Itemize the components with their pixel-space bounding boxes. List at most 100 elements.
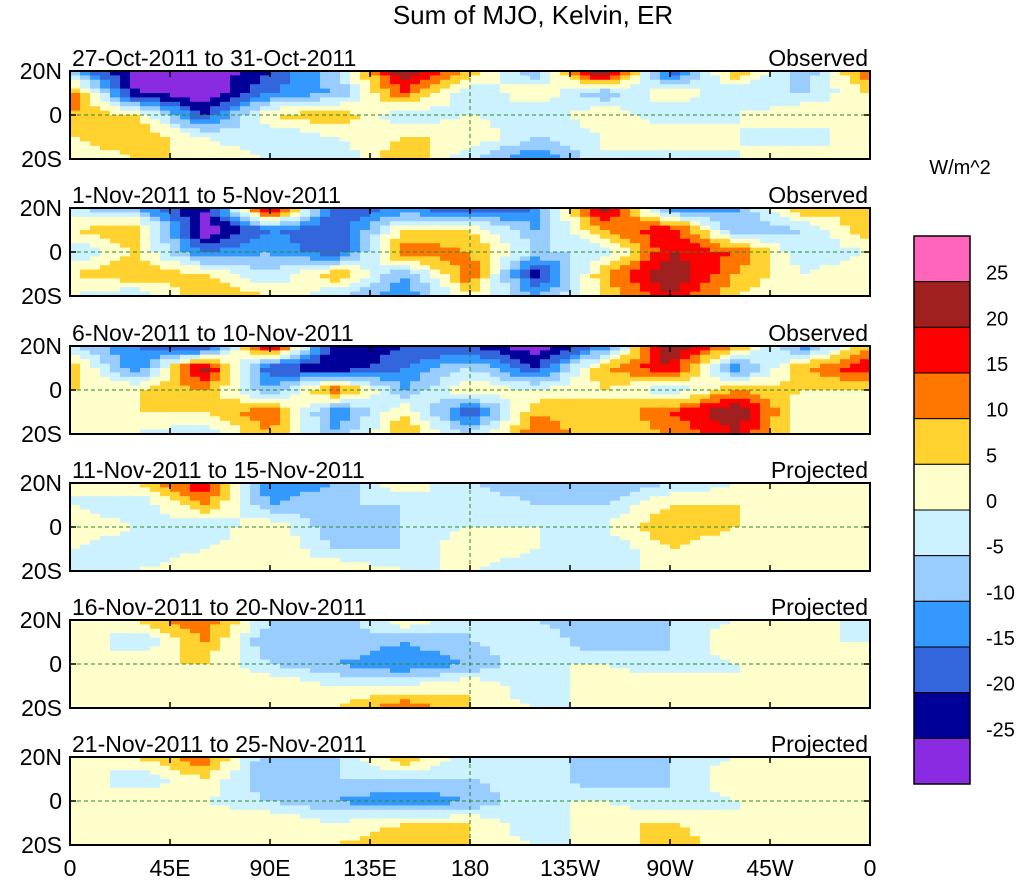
heatmap-cell — [430, 359, 441, 365]
heatmap-cell — [610, 75, 621, 81]
heatmap-cell — [470, 71, 481, 76]
heatmap-cell — [190, 287, 201, 293]
heatmap-cell — [370, 425, 381, 431]
heatmap-cell — [520, 363, 531, 369]
heatmap-cell — [120, 84, 131, 90]
heatmap-cell — [190, 252, 201, 257]
heatmap-cell — [480, 425, 491, 431]
heatmap-cell — [240, 350, 251, 356]
heatmap-cell — [630, 291, 641, 296]
heatmap-cell — [140, 287, 151, 293]
heatmap-cell — [170, 84, 181, 90]
heatmap-cell — [560, 252, 571, 257]
heatmap-cell — [200, 221, 211, 227]
heatmap-cell — [70, 79, 81, 85]
heatmap-cell — [80, 390, 91, 395]
heatmap-cell — [300, 79, 311, 85]
heatmap-cell — [610, 212, 621, 218]
heatmap-cell — [550, 363, 561, 369]
heatmap-cell — [520, 269, 531, 275]
heatmap-cell — [580, 230, 591, 235]
heatmap-cell — [180, 385, 191, 391]
heatmap-cell — [600, 394, 611, 400]
heatmap-cell — [820, 483, 831, 488]
heatmap-cell — [180, 368, 191, 373]
heatmap-cell — [520, 354, 531, 360]
heatmap-cell — [650, 403, 661, 409]
heatmap-cell — [660, 128, 671, 134]
heatmap-cell — [160, 252, 171, 257]
heatmap-cell — [520, 243, 531, 249]
heatmap-cell — [760, 128, 771, 134]
heatmap-cell — [490, 429, 501, 434]
heatmap-cell — [360, 221, 371, 227]
heatmap-cell — [640, 238, 651, 244]
heatmap-cell — [330, 390, 341, 395]
heatmap-cell — [150, 420, 161, 426]
heatmap-cell — [320, 230, 331, 235]
heatmap-cell — [560, 145, 571, 151]
heatmap-cell — [760, 243, 771, 249]
heatmap-cell — [630, 128, 641, 134]
heatmap-cell — [320, 132, 331, 138]
heatmap-cell — [570, 128, 581, 134]
heatmap-cell — [440, 84, 451, 90]
heatmap-cell — [780, 145, 791, 151]
heatmap-cell — [500, 407, 511, 413]
heatmap-cell — [360, 260, 371, 266]
heatmap-cell — [780, 150, 791, 156]
heatmap-cell — [200, 238, 211, 244]
heatmap-cell — [820, 238, 831, 244]
heatmap-cell — [680, 385, 691, 391]
heatmap-cell — [140, 483, 151, 488]
heatmap-cell — [790, 269, 801, 275]
heatmap-cell — [320, 282, 331, 288]
heatmap-cell — [750, 119, 761, 125]
heatmap-cell — [760, 123, 771, 129]
heatmap-cell — [700, 420, 711, 426]
heatmap-cell — [560, 75, 571, 81]
heatmap-cell — [490, 225, 501, 231]
heatmap-cell — [810, 359, 821, 365]
heatmap-cell — [780, 407, 791, 413]
heatmap-cell — [370, 106, 381, 112]
heatmap-cell — [220, 398, 231, 404]
heatmap-cell — [740, 71, 751, 76]
heatmap-cell — [760, 132, 771, 138]
heatmap-cell — [840, 278, 851, 284]
heatmap-cell — [340, 256, 351, 262]
heatmap-cell — [610, 119, 621, 125]
heatmap-cell — [630, 225, 641, 231]
heatmap-cell — [750, 359, 761, 365]
heatmap-cell — [190, 282, 201, 288]
heatmap-cell — [610, 412, 621, 417]
heatmap-cell — [210, 97, 221, 103]
heatmap-cell — [820, 150, 831, 156]
heatmap-cell — [840, 425, 851, 431]
heatmap-cell — [500, 346, 511, 351]
heatmap-cell — [730, 368, 741, 373]
heatmap-cell — [490, 376, 501, 382]
heatmap-cell — [170, 282, 181, 288]
heatmap-cell — [390, 368, 401, 373]
heatmap-cell — [470, 119, 481, 125]
heatmap-cell — [580, 372, 591, 378]
heatmap-cell — [370, 256, 381, 262]
heatmap-cell — [620, 252, 631, 257]
heatmap-cell — [360, 363, 371, 369]
heatmap-cell — [790, 88, 801, 94]
heatmap-cell — [220, 483, 231, 488]
heatmap-cell — [320, 84, 331, 90]
heatmap-cell — [680, 412, 691, 417]
heatmap-cell — [720, 101, 731, 107]
heatmap-cell — [770, 101, 781, 107]
heatmap-cell — [500, 71, 511, 76]
heatmap-cell — [450, 150, 461, 156]
heatmap-cell — [380, 368, 391, 373]
heatmap-cell — [790, 115, 801, 120]
heatmap-cell — [340, 128, 351, 134]
heatmap-cell — [660, 282, 671, 288]
heatmap-cell — [540, 416, 551, 422]
heatmap-cell — [690, 230, 701, 235]
heatmap-cell — [830, 376, 841, 382]
